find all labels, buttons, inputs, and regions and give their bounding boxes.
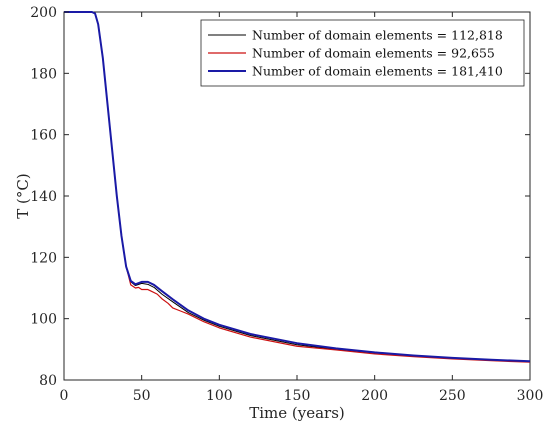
- legend-label-112818: Number of domain elements = 112,818: [252, 28, 503, 43]
- y-tick-label: 100: [30, 312, 57, 328]
- x-tick-label: 100: [206, 388, 233, 404]
- legend-label-181410: Number of domain elements = 181,410: [252, 64, 503, 79]
- x-axis-title: Time (years): [249, 404, 345, 422]
- x-tick-label: 150: [284, 388, 311, 404]
- legend: Number of domain elements = 112,818 Numb…: [201, 20, 524, 86]
- x-tick-label: 300: [517, 388, 544, 404]
- x-tick-label: 0: [60, 388, 69, 404]
- y-tick-label: 120: [30, 250, 57, 266]
- x-tick-label: 50: [133, 388, 151, 404]
- y-tick-label: 80: [39, 373, 57, 389]
- y-tick-label: 200: [30, 5, 57, 21]
- legend-label-92655: Number of domain elements = 92,655: [252, 46, 495, 61]
- y-tick-label: 140: [30, 189, 57, 205]
- y-tick-label: 180: [30, 66, 57, 82]
- x-tick-label: 250: [439, 388, 466, 404]
- y-tick-label: 160: [30, 128, 57, 144]
- y-axis-title: T (°C): [14, 173, 32, 218]
- x-tick-label: 200: [361, 388, 388, 404]
